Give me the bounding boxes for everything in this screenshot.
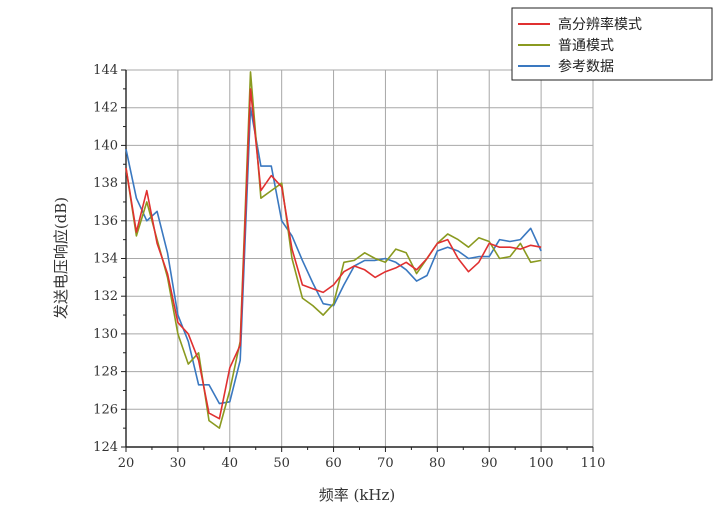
y-tick-label: 138 <box>93 176 118 191</box>
x-tick-label: 30 <box>170 456 187 471</box>
series-lines <box>125 71 542 429</box>
series-line <box>125 106 542 405</box>
axes <box>121 69 594 452</box>
x-tick-label: 70 <box>377 456 394 471</box>
legend-label: 参考数据 <box>558 58 614 75</box>
series-line <box>125 88 542 420</box>
y-tick-label: 124 <box>93 440 118 455</box>
x-tick-label: 50 <box>273 456 290 471</box>
y-tick-label: 134 <box>93 252 118 267</box>
grid <box>126 69 594 447</box>
x-tick-label: 20 <box>118 456 135 471</box>
y-tick-label: 142 <box>93 101 118 116</box>
x-tick-label: 80 <box>429 456 446 471</box>
y-tick-label: 126 <box>93 402 118 417</box>
series-line <box>125 71 542 429</box>
y-tick-label: 128 <box>93 365 118 380</box>
tick-labels: 20 30 40 50 60 70 80 90 100 110 124 126 128 130 132 134… <box>93 63 605 471</box>
x-tick-label: 40 <box>222 456 239 471</box>
x-tick-label: 110 <box>581 456 606 471</box>
x-tick-label: 90 <box>481 456 498 471</box>
x-tick-label: 100 <box>529 456 554 471</box>
y-axis-title: 发送电压响应(dB) <box>52 197 70 319</box>
legend-label: 普通模式 <box>558 38 614 54</box>
legend-label: 高分辨率模式 <box>558 16 642 33</box>
x-tick-label: 60 <box>325 456 342 471</box>
y-tick-label: 130 <box>93 327 118 342</box>
y-tick-label: 132 <box>93 289 118 304</box>
y-tick-label: 140 <box>93 138 118 153</box>
x-axis-title: 频率 (kHz) <box>319 486 396 504</box>
y-tick-label: 136 <box>93 214 118 229</box>
y-tick-label: 144 <box>93 63 118 78</box>
